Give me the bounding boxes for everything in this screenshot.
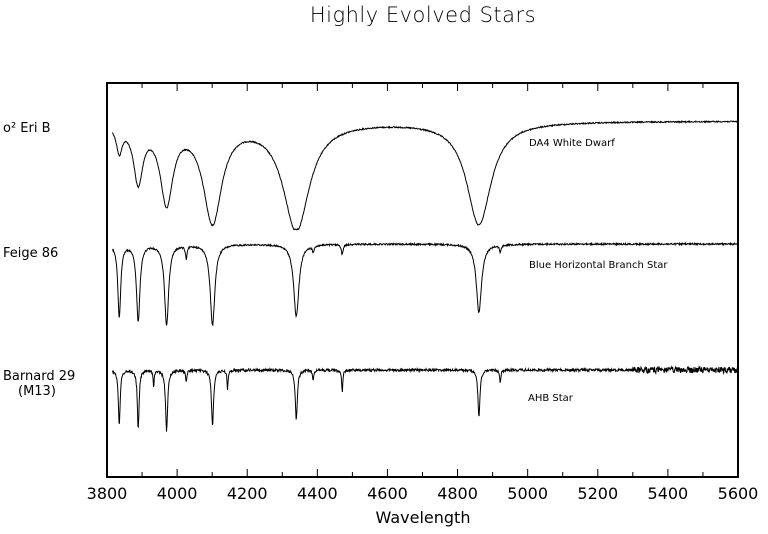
x-tick-label: 5200 bbox=[577, 484, 619, 503]
spectra bbox=[111, 120, 739, 432]
chart-title: Highly Evolved Stars bbox=[309, 3, 537, 27]
x-tick-label: 5400 bbox=[647, 484, 689, 503]
x-tick-label: 3800 bbox=[86, 484, 128, 503]
spectrum-1 bbox=[112, 241, 739, 327]
star-label-o2-eri-b: o² Eri B bbox=[3, 121, 51, 136]
x-tick-label: 5600 bbox=[717, 484, 759, 503]
x-tick-label: 5000 bbox=[507, 484, 549, 503]
spectrum-0 bbox=[112, 120, 739, 231]
annotation-ahb-star: AHB Star bbox=[528, 393, 573, 404]
spectrum-2 bbox=[111, 365, 739, 432]
annotation-da4-white-dwarf: DA4 White Dwarf bbox=[529, 138, 615, 149]
plot-frame bbox=[106, 82, 739, 478]
star-label-feige-86: Feige 86 bbox=[3, 246, 59, 261]
x-tick-label: 4400 bbox=[296, 484, 338, 503]
x-tick-label: 4000 bbox=[156, 484, 198, 503]
x-axis-label: Wavelength bbox=[375, 508, 471, 527]
x-tick-label: 4200 bbox=[226, 484, 268, 503]
axis-ticks bbox=[141, 83, 704, 477]
star-label-barnard-29: Barnard 29 (M13) bbox=[3, 369, 75, 399]
star-label-cluster: (M13) bbox=[18, 384, 56, 399]
x-tick-label: 4800 bbox=[437, 484, 478, 503]
x-tick-label: 4600 bbox=[367, 484, 408, 503]
star-label-main: Barnard 29 bbox=[3, 369, 76, 384]
annotation-bhb-star: Blue Horizontal Branch Star bbox=[529, 260, 668, 271]
